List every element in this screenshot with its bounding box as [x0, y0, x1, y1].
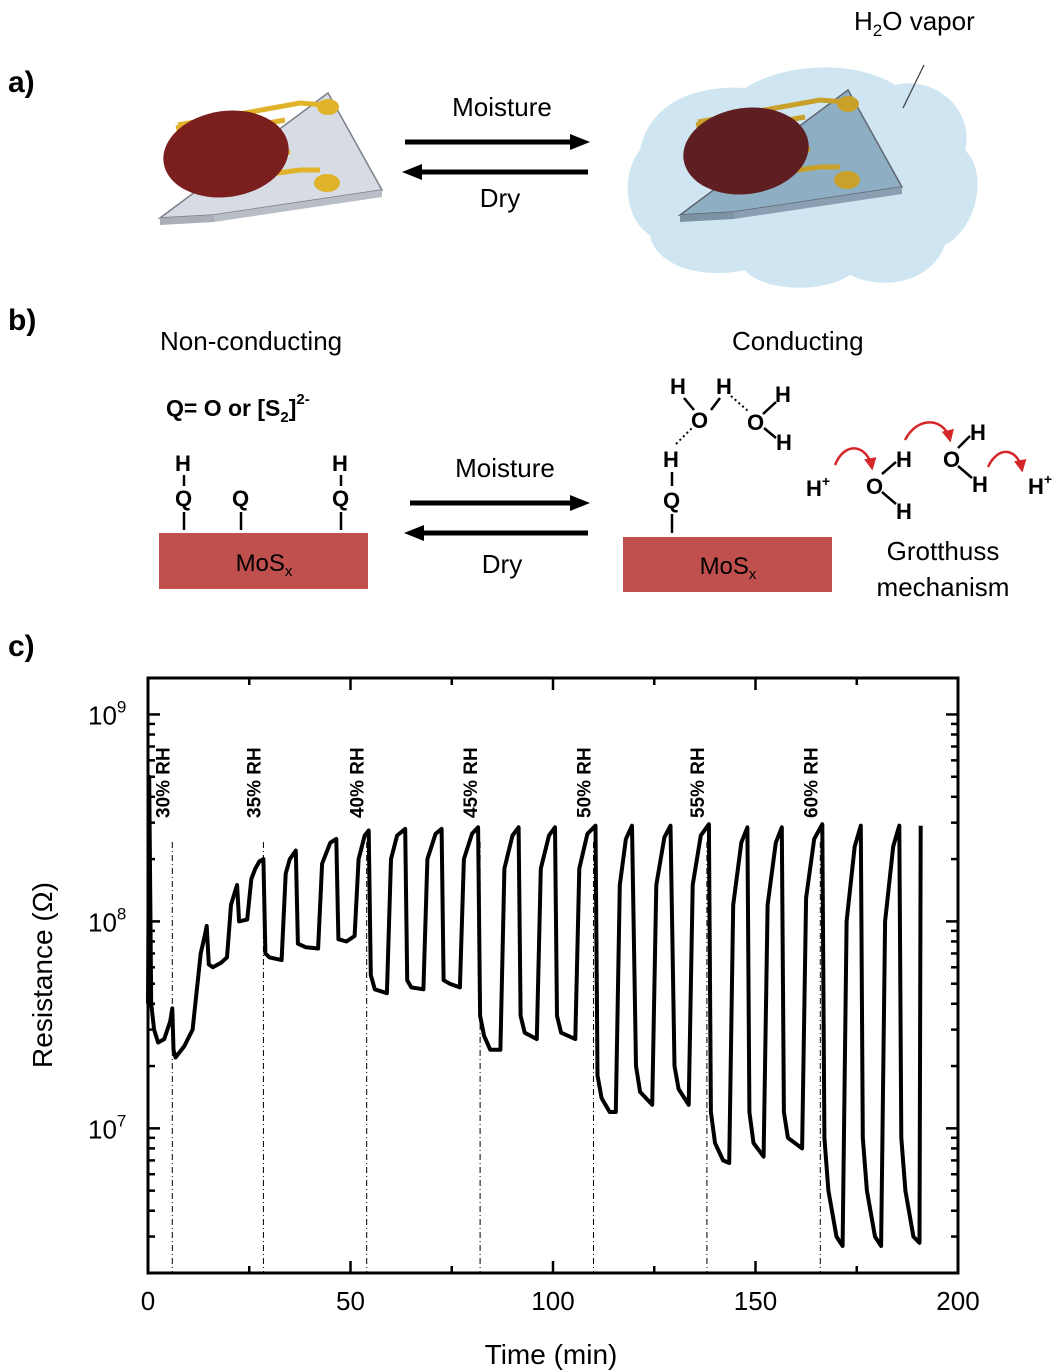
surface-groups-left: H Q Q H Q: [175, 451, 349, 530]
dry-label-a: Dry: [480, 183, 520, 213]
svg-text:H: H: [663, 447, 679, 472]
svg-text:O: O: [691, 408, 708, 433]
y-tick-label: 107: [88, 1111, 126, 1144]
x-axis-title: Time (min): [485, 1339, 618, 1370]
mosx-film: [163, 110, 289, 198]
svg-text:H: H: [776, 430, 792, 455]
svg-text:H: H: [972, 472, 988, 497]
svg-text:H: H: [775, 382, 791, 407]
plot-frame: [146, 676, 960, 1275]
resistance-series-line: [146, 774, 923, 1248]
annotation-label: 45% RH: [461, 747, 482, 818]
annotation-label: 60% RH: [801, 747, 822, 818]
y-tick-label: 109: [88, 697, 126, 730]
annotation-label: 35% RH: [244, 747, 265, 818]
conducting-title: Conducting: [732, 326, 864, 356]
proton-hop-arrow-2: [903, 421, 954, 443]
panel-b-label: b): [8, 304, 36, 337]
vapor-pointer: [902, 64, 925, 109]
contact-pad-2: [314, 174, 340, 192]
panel-c: c) 30% RH 35% RH 40% RH 45% RH 50% RH 55% RH 6…: [8, 630, 980, 1370]
grotthuss-label-1: Grotthuss: [887, 536, 1000, 566]
grotthuss-label-2: mechanism: [877, 572, 1010, 602]
equilibrium-arrows-b: Moisture Dry: [404, 453, 590, 579]
moisture-label-b: Moisture: [455, 453, 555, 483]
x-tick-label: 100: [531, 1286, 574, 1316]
annotation-label: 55% RH: [688, 747, 709, 818]
mosx-substrate-left: [159, 533, 368, 589]
svg-text:Q: Q: [175, 486, 192, 511]
svg-text:H: H: [970, 420, 986, 445]
vapor-label: H2O vapor: [854, 6, 975, 40]
y-tick-label: 108: [88, 904, 126, 937]
x-tick-label: 150: [734, 1286, 777, 1316]
svg-text:H: H: [175, 451, 191, 476]
mosx-label-right: MoSx: [700, 553, 757, 583]
adsorbed-water-network: H Q O H H O H H: [663, 374, 792, 533]
panel-c-label: c): [8, 630, 35, 663]
wet-sensor-device: [677, 88, 904, 222]
svg-text:H+: H+: [806, 473, 830, 501]
panel-a: a) Moisture Dry: [8, 6, 978, 288]
q-definition: Q= O or [S2]2-: [166, 391, 310, 426]
svg-text:H: H: [716, 374, 732, 399]
svg-text:H: H: [896, 499, 912, 524]
non-conducting-title: Non-conducting: [160, 326, 342, 356]
annotation-label: 30% RH: [153, 747, 174, 818]
resistance-chart: 30% RH 35% RH 40% RH 45% RH 50% RH 55% RH 60% …: [27, 676, 980, 1370]
svg-text:H: H: [896, 447, 912, 472]
svg-text:Q: Q: [332, 486, 349, 511]
svg-text:O: O: [866, 474, 883, 499]
dry-sensor-device: [157, 91, 384, 225]
annotation-label: 40% RH: [348, 747, 369, 818]
y-axis-title: Resistance (Ω): [27, 882, 58, 1068]
panel-b: b) Non-conducting Conducting Q= O or [S2…: [8, 304, 1052, 602]
equilibrium-arrows-a: Moisture Dry: [402, 92, 590, 213]
panel-a-label: a): [8, 66, 35, 99]
proton-hop-arrow-3: [986, 450, 1027, 473]
contact-pad-1: [317, 99, 339, 115]
svg-text:Q: Q: [232, 486, 249, 511]
proton-hop-arrow-1: [833, 447, 877, 471]
x-tick-label: 0: [141, 1286, 155, 1316]
svg-text:H+: H+: [1028, 471, 1052, 499]
dry-label-b: Dry: [482, 549, 522, 579]
mosx-substrate-right: [623, 537, 832, 592]
x-tick-label: 50: [336, 1286, 365, 1316]
svg-text:Q: Q: [663, 488, 680, 513]
annotation-label: 50% RH: [575, 747, 596, 818]
svg-text:H: H: [670, 374, 686, 399]
grotthuss-diagram: H+ O H H O H H H+: [806, 420, 1052, 524]
mosx-label-left: MoSx: [236, 550, 293, 580]
svg-text:O: O: [747, 410, 764, 435]
svg-text:H: H: [332, 451, 348, 476]
x-tick-label: 200: [936, 1286, 979, 1316]
moisture-label-a: Moisture: [452, 92, 552, 122]
svg-text:O: O: [943, 447, 960, 472]
